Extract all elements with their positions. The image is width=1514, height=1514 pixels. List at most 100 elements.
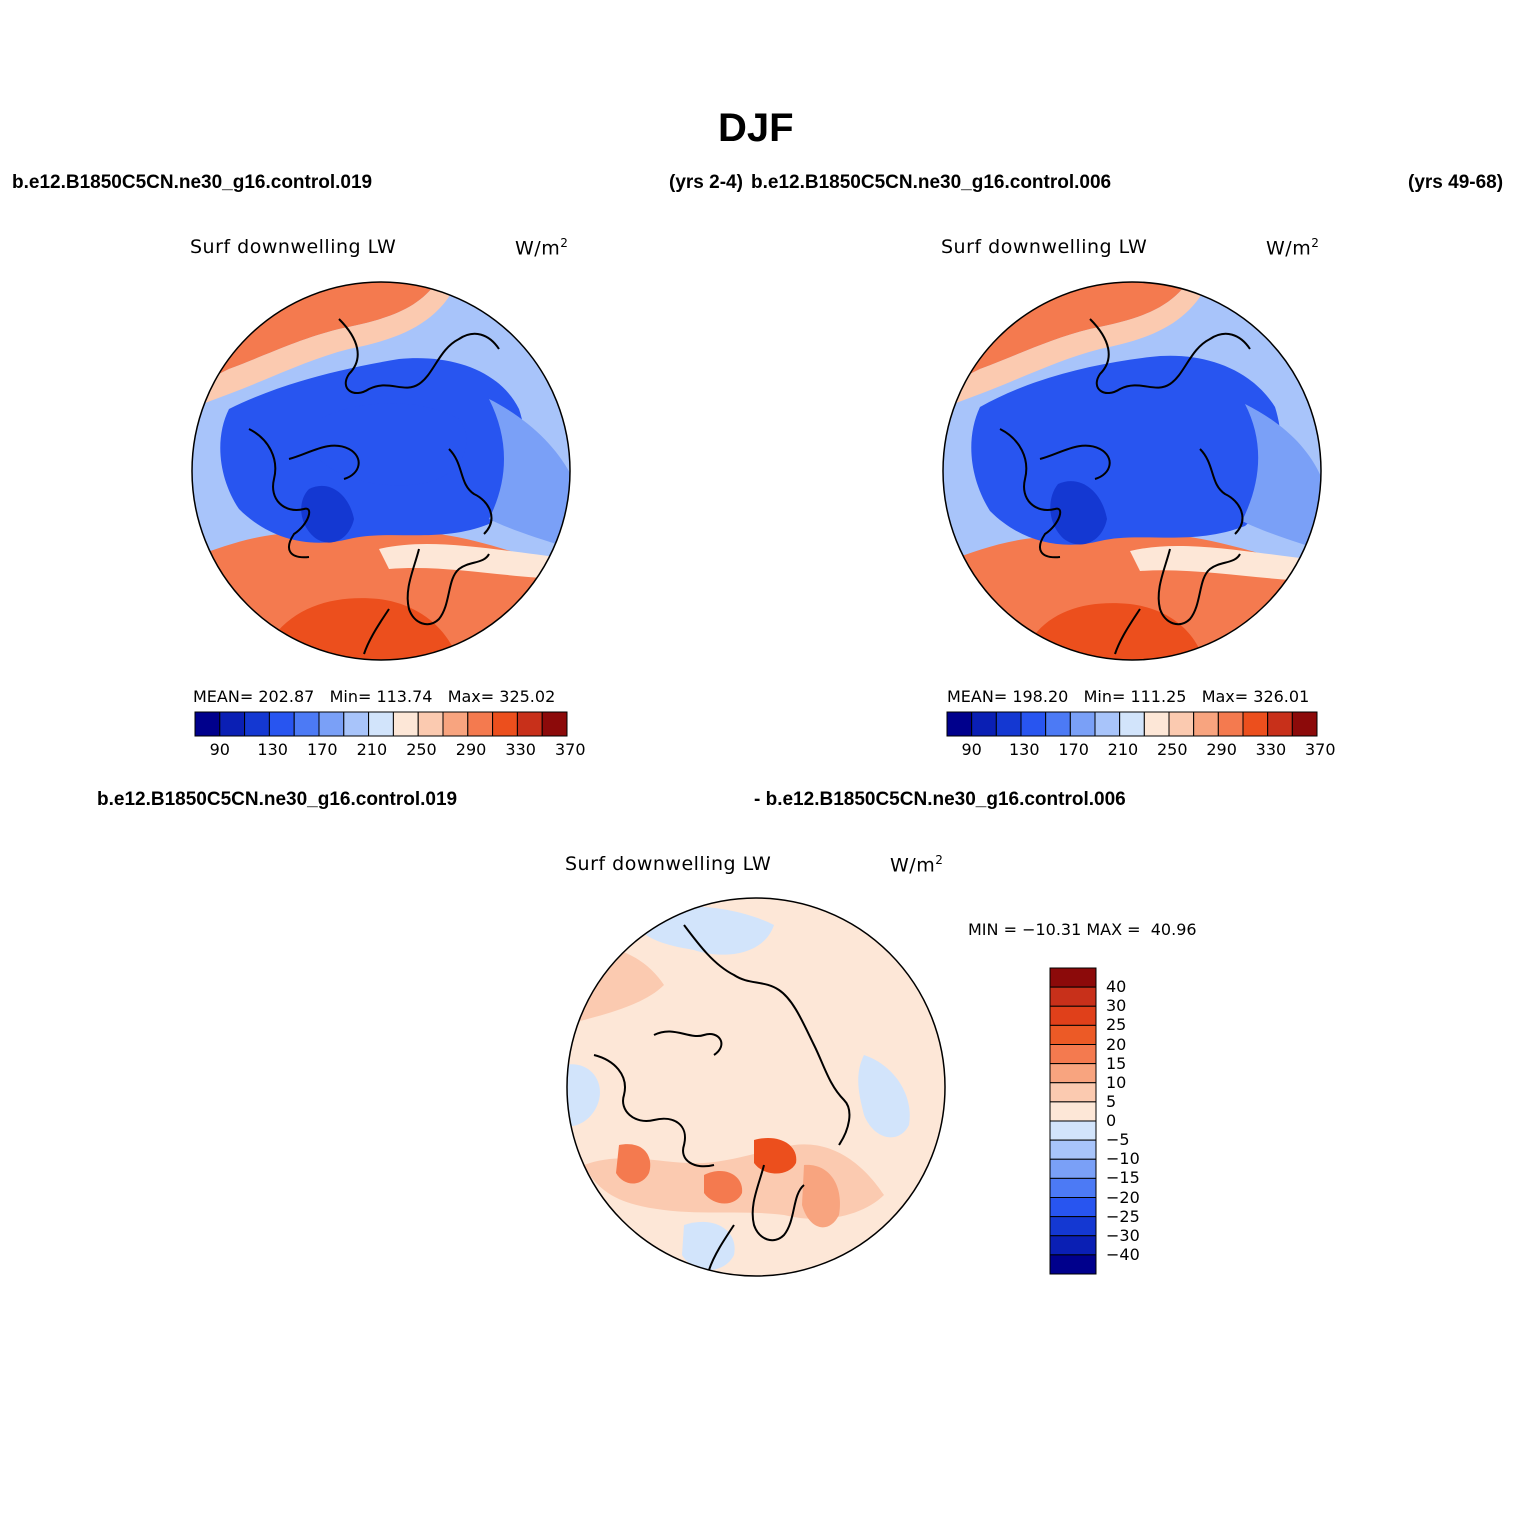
panel1-units-sup: 2 <box>560 236 569 250</box>
colorbar-swatch <box>1168 711 1195 737</box>
colorbar-swatch <box>467 711 494 737</box>
panel1-stats: MEAN= 202.87 Min= 113.74 Max= 325.02 <box>193 687 556 706</box>
colorbar-swatch <box>516 711 543 737</box>
colorbar-tick-label: −20 <box>1106 1187 1140 1207</box>
case1-years: (yrs 2-4) <box>669 172 743 193</box>
colorbar-swatch <box>392 711 419 737</box>
panel1-units: W/m2 <box>515 236 568 259</box>
arctic-cold-region <box>971 355 1281 545</box>
colorbar-tick-label: −15 <box>1106 1168 1140 1188</box>
panel2-colorbar <box>946 711 1318 737</box>
panel3-polar-map <box>566 897 946 1277</box>
coastlines <box>999 318 1251 655</box>
panel2-units-sup: 2 <box>1311 236 1320 250</box>
panel1-units-base: W/m <box>515 237 561 260</box>
colorbar-tick-label: 370 <box>555 740 586 759</box>
colorbar-tick-label: 210 <box>356 740 388 759</box>
colorbar-swatch <box>1049 1216 1097 1237</box>
colorbar-tick-label: −40 <box>1106 1244 1140 1264</box>
colorbar-swatch <box>1143 711 1170 737</box>
greenland-cold-core <box>301 485 354 543</box>
colorbar-swatch <box>318 711 345 737</box>
panel3-colorbar-ticks: 40 30 25 20 15 10 5 0 −5 −10 −15 −20 −25 −30 −40 <box>1098 968 1158 1274</box>
colorbar-swatch <box>1119 711 1145 737</box>
coastlines <box>248 318 500 655</box>
colorbar-swatch <box>1049 1158 1097 1179</box>
panel3-units: W/m2 <box>890 853 943 876</box>
panel2-colorbar-ticks: 90 130 170 210 250 290 330 370 <box>947 740 1335 760</box>
colorbar-swatch <box>1049 1139 1097 1160</box>
colorbar-tick-label: 20 <box>1106 1034 1127 1054</box>
colorbar-swatch <box>1217 711 1244 737</box>
pacific-warm-edge <box>192 282 459 409</box>
panel3-stats: MIN = −10.31 MAX = 40.96 <box>968 920 1197 939</box>
diff-header-left: b.e12.B1850C5CN.ne30_g16.control.019 <box>97 789 458 810</box>
panel2-units: W/m2 <box>1266 236 1319 259</box>
colorbar-tick-label: −30 <box>1106 1225 1140 1245</box>
panel3-colorbar <box>1049 967 1097 1275</box>
panel3-units-base: W/m <box>890 854 936 877</box>
colorbar-swatch <box>995 711 1022 737</box>
colorbar-swatch <box>1242 711 1269 737</box>
colorbar-tick-label: −5 <box>1106 1130 1130 1150</box>
colorbar-swatch <box>1049 1120 1097 1141</box>
diff-header-right: - b.e12.B1850C5CN.ne30_g16.control.006 <box>754 789 1126 810</box>
panel2-stats: MEAN= 198.20 Min= 111.25 Max= 326.01 <box>947 687 1310 706</box>
colorbar-tick-label: 25 <box>1106 1015 1127 1035</box>
colorbar-swatch <box>1049 1063 1097 1084</box>
colorbar-swatch <box>541 711 568 737</box>
colorbar-swatch <box>1049 1254 1097 1275</box>
colorbar-swatch <box>244 711 270 737</box>
colorbar-tick-label: 0 <box>1106 1111 1117 1130</box>
colorbar-tick-label: 370 <box>1305 740 1336 759</box>
panel2-variable: Surf downwelling LW <box>941 236 1148 258</box>
colorbar-swatch <box>1193 711 1219 737</box>
panel1-colorbar-ticks: 90 130 170 210 250 290 330 370 <box>195 740 586 760</box>
colorbar-swatch <box>1267 711 1293 737</box>
siberia-mid-region <box>1242 404 1321 551</box>
colorbar-swatch <box>1291 711 1318 737</box>
colorbar-tick-label: −25 <box>1106 1206 1140 1226</box>
siberia-mid-region <box>489 399 570 549</box>
colorbar-swatch <box>1045 711 1071 737</box>
panel1-colorbar <box>194 711 568 737</box>
colorbar-swatch <box>417 711 444 737</box>
panel2-units-base: W/m <box>1266 237 1312 260</box>
colorbar-swatch <box>1049 967 1097 988</box>
colorbar-swatch <box>1049 1177 1097 1198</box>
colorbar-swatch <box>492 711 518 737</box>
colorbar-swatch <box>268 711 295 737</box>
greenland-cold-core <box>1050 481 1107 545</box>
colorbar-tick-label: 170 <box>307 740 338 759</box>
greenland-positive-core <box>616 1144 651 1184</box>
colorbar-swatch <box>1020 711 1047 737</box>
panel2-polar-map <box>942 281 1322 661</box>
case1-header: b.e12.B1850C5CN.ne30_g16.control.019 <box>12 172 373 193</box>
colorbar-swatch <box>343 711 370 737</box>
main-title: DJF <box>718 106 794 150</box>
colorbar-tick-label: 330 <box>505 740 536 759</box>
siberia-negative-region <box>858 1055 910 1138</box>
colorbar-tick-label: 10 <box>1106 1072 1127 1092</box>
colorbar-swatch <box>1049 986 1097 1007</box>
colorbar-swatch <box>1049 1082 1097 1103</box>
colorbar-swatch <box>293 711 320 737</box>
atlantic-warm-edge <box>1130 546 1321 581</box>
panel3-variable: Surf downwelling LW <box>565 853 772 875</box>
colorbar-tick-label: 90 <box>209 740 230 759</box>
colorbar-swatch <box>368 711 394 737</box>
colorbar-swatch <box>1069 711 1096 737</box>
barents-positive-region <box>802 1164 840 1228</box>
colorbar-swatch <box>442 711 469 737</box>
panel1-polar-map <box>191 281 571 661</box>
norway-positive-core <box>754 1137 797 1174</box>
colorbar-tick-label: 290 <box>455 740 487 759</box>
colorbar-tick-label: 30 <box>1106 996 1127 1016</box>
colorbar-swatch <box>219 711 246 737</box>
colorbar-tick-label: 210 <box>1107 740 1139 759</box>
colorbar-swatch <box>194 711 221 737</box>
colorbar-tick-label: 15 <box>1106 1053 1127 1073</box>
colorbar-swatch <box>1049 1024 1097 1045</box>
south-negative-region <box>682 1221 735 1270</box>
coastlines <box>593 924 851 1271</box>
